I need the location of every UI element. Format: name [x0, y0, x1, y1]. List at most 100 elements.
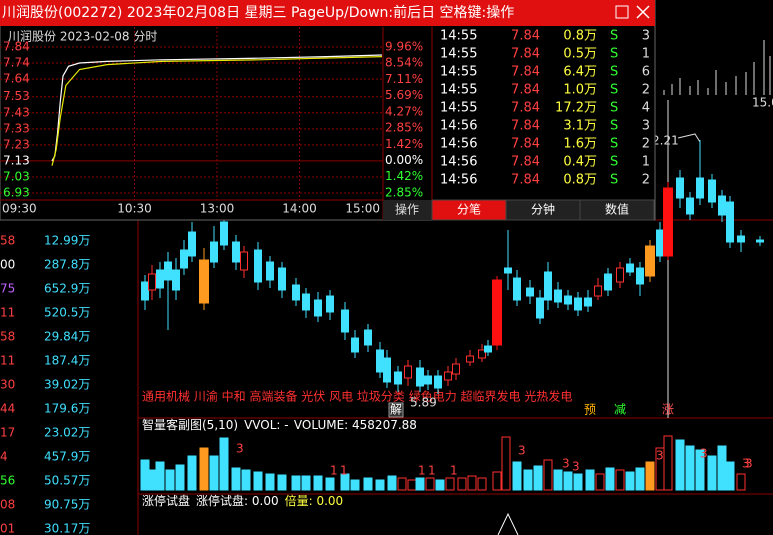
y-tick-label: 7.74 — [3, 56, 30, 70]
volume-bar — [415, 477, 425, 491]
trade-cell: 0.8万 — [563, 173, 597, 188]
y-tick-label: 7.13 — [3, 153, 30, 167]
candle-body — [686, 197, 694, 215]
y-tick-label: 7.53 — [3, 89, 30, 103]
y-tick-label: 7.43 — [3, 105, 30, 119]
candle-body — [180, 249, 188, 269]
trade-cell: S — [610, 47, 618, 62]
candle-body — [278, 267, 286, 291]
trade-cell: 7.84 — [511, 155, 540, 170]
row-change: 58 — [0, 234, 15, 248]
trade-cell: 0.5万 — [563, 47, 597, 62]
trade-cell: 7.84 — [511, 83, 540, 98]
bottom-shape — [497, 512, 519, 535]
candle-body — [584, 297, 592, 307]
candle-body — [364, 329, 372, 346]
volume-mark: 3 — [700, 447, 708, 461]
y-tick-label: 6.93 — [3, 186, 30, 200]
candle-body — [266, 261, 274, 281]
candle-body — [141, 281, 149, 301]
row-volume: 179.6万 — [44, 402, 90, 416]
volume-bar — [253, 471, 263, 491]
title-bar — [0, 0, 655, 26]
candle-body — [156, 269, 164, 289]
x-tick-label: 13:00 — [200, 202, 235, 216]
row-volume: 23.02万 — [44, 426, 90, 440]
maximize-button[interactable] — [615, 5, 629, 19]
trade-cell: S — [610, 65, 618, 80]
volume-bar — [387, 475, 397, 491]
popup-window: 川润股份(002272) 2023年02月08日 星期三 PageUp/Down… — [0, 0, 656, 221]
tab-label[interactable]: 分钟 — [531, 202, 555, 217]
row-change: 58 — [0, 330, 15, 344]
volume-bar — [605, 467, 615, 491]
tab-label[interactable]: 数值 — [605, 202, 629, 217]
x-tick-label: 14:00 — [282, 202, 317, 216]
candle-body — [394, 371, 402, 385]
volume-bar — [397, 477, 407, 491]
candle-body — [424, 375, 432, 385]
trade-cell: 7.84 — [511, 137, 540, 152]
trade-cell: 0.4万 — [563, 155, 597, 170]
panel-title: 涨停试盘 涨停试盘: 0.00 倍量: 0.00 — [142, 493, 343, 508]
volume-bar — [175, 464, 185, 491]
row-volume: 187.4万 — [44, 354, 90, 368]
candle-body — [676, 177, 684, 199]
marker-box — [388, 402, 404, 418]
trade-cell: 14:55 — [440, 47, 477, 62]
candle-body — [594, 285, 602, 297]
trade-cell: 1 — [642, 47, 650, 62]
volume-bar — [725, 461, 735, 491]
marker: 减 — [614, 403, 626, 417]
volume-bar — [685, 445, 695, 491]
volume-bar — [241, 469, 251, 491]
volume-label: VOLUME: 458207.88 — [294, 418, 417, 432]
candle-body — [341, 309, 349, 333]
trade-cell: 7.84 — [511, 29, 540, 44]
candle-body — [554, 289, 562, 303]
volume-mark: 3 — [656, 449, 664, 463]
tab-label[interactable]: 分笔 — [457, 202, 481, 217]
volume-bar — [595, 473, 605, 491]
row-volume: 39.02万 — [44, 378, 90, 392]
volume-bar — [219, 437, 229, 491]
tab[interactable] — [383, 200, 432, 220]
candle-body — [737, 235, 745, 243]
candle-body — [254, 249, 262, 283]
close-button[interactable] — [636, 5, 650, 19]
pct-tick-label: 2.85% — [385, 121, 423, 135]
volume-bar — [301, 475, 311, 491]
volume-bar — [573, 473, 583, 491]
trade-cell: 14:55 — [440, 101, 477, 116]
volume-bar — [140, 459, 150, 491]
volume-bar — [407, 479, 417, 491]
tab-label[interactable]: 操作 — [395, 202, 419, 217]
trade-cell: 7.84 — [511, 65, 540, 80]
volume-bar — [340, 473, 350, 491]
candle-body — [444, 371, 452, 381]
volume-bar — [375, 479, 385, 491]
row-change: 44 — [0, 402, 15, 416]
volume-bar — [457, 477, 467, 491]
candle-body — [513, 277, 521, 301]
panel-title: 智量客副图(5,10) VVOL: - VOLUME: 458207.88 — [142, 417, 417, 432]
candle-body — [164, 261, 172, 281]
candle-body — [466, 355, 474, 363]
x-tick-label: 15:00 — [345, 202, 380, 216]
volume-bar — [187, 455, 197, 491]
pct-tick-label: 1.42% — [385, 169, 423, 183]
candle-body — [756, 239, 764, 243]
row-volume: 29.84万 — [44, 330, 90, 344]
row-volume: 520.5万 — [44, 306, 90, 320]
volume-mark: 1 — [428, 464, 436, 478]
trade-cell: 2 — [642, 173, 650, 188]
volume-bar — [231, 467, 241, 491]
marker: 涨 — [662, 402, 674, 417]
tab[interactable] — [579, 199, 655, 221]
trade-cell: 7.84 — [511, 47, 540, 62]
popup-body — [0, 0, 656, 221]
candle-body — [718, 195, 726, 216]
volume-bar — [492, 471, 502, 491]
trade-cell: S — [610, 83, 618, 98]
arrow — [677, 133, 701, 143]
